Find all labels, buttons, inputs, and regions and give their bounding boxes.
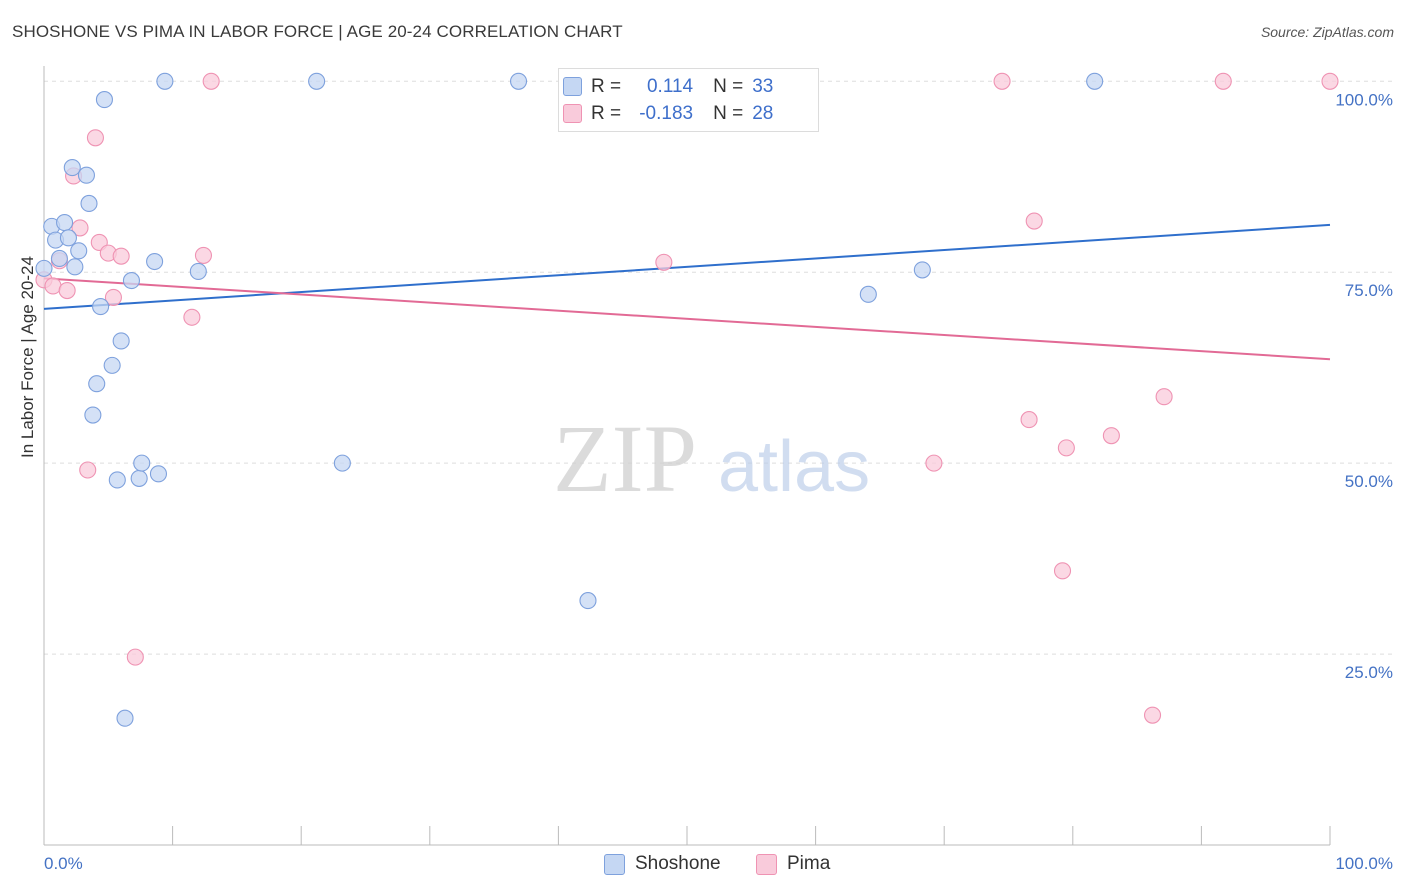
- legend-item-pima[interactable]: Pima: [756, 852, 830, 876]
- legend-row-pima: R = -0.183 N = 28: [563, 102, 774, 126]
- watermark: ZIP atlas: [553, 405, 870, 512]
- point-shoshone: [116, 709, 134, 727]
- source-label: Source: ZipAtlas.com: [1260, 24, 1394, 40]
- point-pima: [1020, 411, 1038, 429]
- point-pima: [655, 253, 673, 271]
- y-tick-label: 100.0%: [1335, 90, 1393, 109]
- legend-r-label: R =: [591, 76, 622, 97]
- point-pima: [1025, 212, 1043, 230]
- point-pima: [1214, 72, 1232, 90]
- point-shoshone: [130, 469, 148, 487]
- trend-lines: [43, 223, 1331, 361]
- point-shoshone: [95, 91, 113, 109]
- tick-labels: 25.0% 50.0% 75.0% 100.0% 0.0% 100.0%: [44, 90, 1393, 873]
- legend-swatch-pima: [756, 853, 777, 875]
- point-shoshone: [149, 465, 168, 483]
- y-tick-label: 25.0%: [1345, 663, 1393, 682]
- legend-n-value: 33: [752, 76, 774, 97]
- point-pima: [1155, 388, 1173, 406]
- point-shoshone: [189, 262, 207, 280]
- point-shoshone: [103, 356, 121, 374]
- point-shoshone: [59, 229, 77, 247]
- y-tick-label: 50.0%: [1345, 472, 1393, 491]
- watermark-zip: ZIP: [553, 405, 697, 512]
- point-shoshone: [913, 261, 931, 279]
- point-shoshone: [77, 166, 95, 184]
- y-axis-label: In Labor Force | Age 20-24: [18, 256, 37, 458]
- stats-legend: R = 0.114 N = 33 R = -0.183 N = 28: [558, 68, 819, 132]
- trend-line-shoshone: [43, 223, 1331, 310]
- y-tick-label: 75.0%: [1345, 281, 1393, 300]
- point-shoshone: [80, 194, 98, 213]
- watermark-atlas: atlas: [718, 427, 870, 507]
- point-pima: [194, 246, 213, 264]
- point-pima: [1143, 706, 1162, 724]
- point-shoshone: [84, 406, 102, 424]
- legend-label-shoshone: Shoshone: [635, 853, 721, 874]
- legend-n-value: 28: [752, 103, 774, 124]
- point-shoshone: [122, 272, 140, 290]
- point-shoshone: [50, 249, 68, 268]
- point-shoshone: [308, 72, 326, 90]
- point-pima: [993, 72, 1011, 90]
- legend-label-pima: Pima: [787, 853, 831, 874]
- point-pima: [86, 129, 104, 147]
- point-pima: [79, 461, 97, 479]
- point-pima: [71, 219, 89, 237]
- point-pima: [925, 454, 943, 472]
- legend-row-shoshone: R = 0.114 N = 33: [563, 75, 774, 99]
- point-shoshone: [108, 471, 126, 489]
- grid-lines: [44, 80, 1392, 655]
- x-tick-label: 0.0%: [44, 854, 83, 873]
- point-pima: [1057, 439, 1075, 457]
- point-pima: [44, 277, 62, 295]
- point-shoshone: [333, 454, 351, 472]
- point-shoshone: [509, 72, 528, 90]
- point-pima: [202, 72, 220, 90]
- point-pima: [1053, 562, 1072, 580]
- point-shoshone: [66, 258, 84, 276]
- legend-swatch-pima: [563, 104, 582, 123]
- point-shoshone: [1086, 72, 1104, 90]
- point-shoshone: [859, 285, 877, 303]
- point-shoshone: [146, 252, 164, 271]
- point-pima: [1321, 72, 1339, 90]
- point-pima: [1102, 427, 1120, 445]
- point-shoshone: [56, 214, 74, 232]
- legend-n-label: N =: [713, 76, 744, 97]
- chart-title: SHOSHONE VS PIMA IN LABOR FORCE | AGE 20…: [12, 22, 623, 41]
- point-pima: [112, 247, 130, 265]
- legend-r-label: R =: [591, 103, 622, 124]
- point-shoshone: [579, 592, 597, 610]
- trend-line-pima: [43, 277, 1331, 361]
- point-shoshone: [112, 332, 130, 350]
- point-pima: [183, 308, 201, 326]
- point-pima: [58, 281, 76, 300]
- x-tick-label: 100.0%: [1335, 854, 1393, 873]
- point-shoshone: [88, 375, 106, 393]
- legend-swatch-shoshone: [604, 853, 625, 875]
- point-pima: [126, 648, 144, 666]
- legend-r-value: -0.183: [639, 103, 694, 124]
- axes: [43, 66, 1331, 846]
- legend-n-label: N =: [713, 103, 744, 124]
- data-points: [35, 72, 1339, 727]
- point-pima: [104, 288, 122, 306]
- point-shoshone: [63, 159, 81, 177]
- point-shoshone: [133, 454, 151, 472]
- point-shoshone: [35, 259, 53, 277]
- legend-r-value: 0.114: [646, 76, 694, 97]
- legend-item-shoshone[interactable]: Shoshone: [604, 852, 721, 876]
- legend-swatch-shoshone: [563, 77, 582, 96]
- point-shoshone: [92, 298, 110, 316]
- point-shoshone: [156, 72, 174, 90]
- point-shoshone: [70, 242, 88, 260]
